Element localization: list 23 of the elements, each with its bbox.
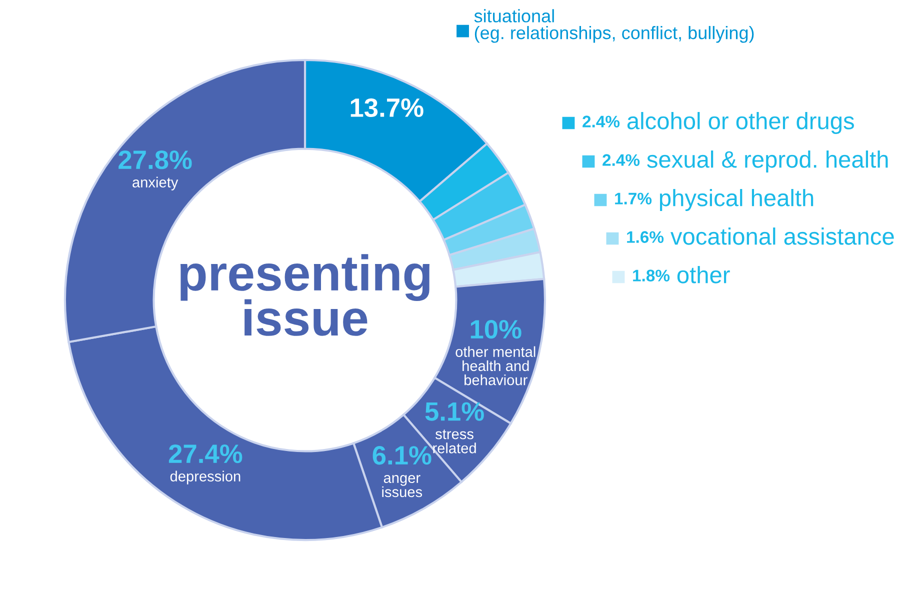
text: presenting issue xyxy=(180,254,430,336)
data-label: 2.4% xyxy=(582,116,620,128)
slice-label: anger issues xyxy=(382,475,422,498)
data-label: 2.4% xyxy=(602,154,640,166)
data-label: 13.7% xyxy=(350,98,424,118)
data-label: 27.4% xyxy=(168,444,242,464)
data-label: 5.1% xyxy=(425,402,484,421)
data-label: 1.6% xyxy=(627,231,664,243)
legend-label: other xyxy=(677,266,730,284)
legend-label: physical health xyxy=(660,188,814,212)
legend-label: vocational assistance xyxy=(670,227,894,245)
data-label: 1.8% xyxy=(633,270,670,282)
legend-label: situational (eg. relationships, conflict, bullying) xyxy=(474,9,754,43)
legend-label: sexual & reprod. health xyxy=(647,150,888,173)
slice-label: stress related xyxy=(433,430,476,454)
data-label: 6.1% xyxy=(372,446,432,465)
slice-label: other mental health and behaviour xyxy=(456,346,536,386)
slice-label: depression xyxy=(170,470,240,484)
data-label: 10% xyxy=(470,320,522,339)
data-label: 1.7% xyxy=(615,192,652,204)
legend-label: alcohol or other drugs xyxy=(627,112,854,134)
slice-label: anxiety xyxy=(132,176,178,190)
data-label: 27.8% xyxy=(118,150,192,170)
